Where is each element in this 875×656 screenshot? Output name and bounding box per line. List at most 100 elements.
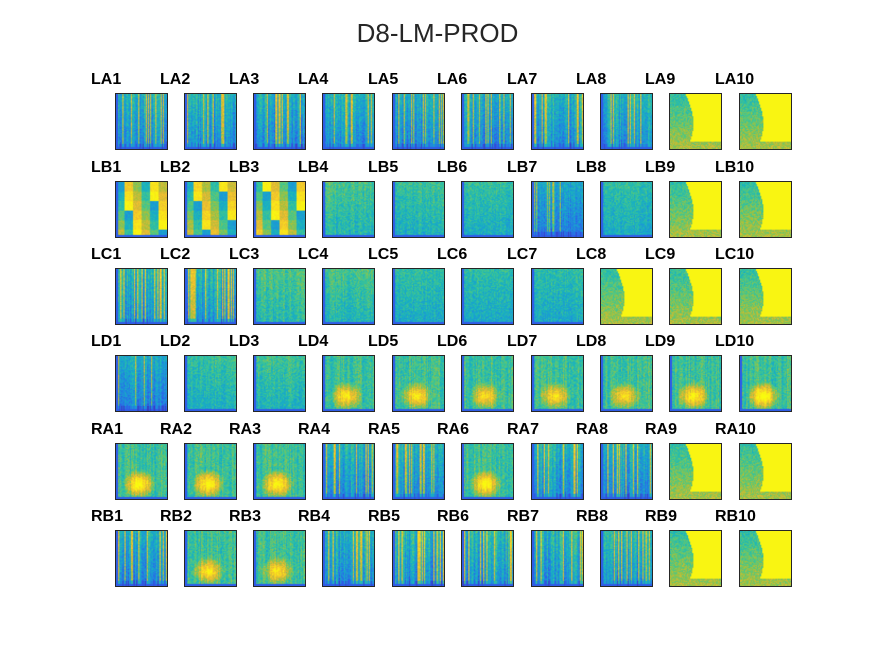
heatmap-panel bbox=[322, 530, 375, 587]
panel-label: RA2 bbox=[160, 421, 192, 439]
heatmap-image bbox=[116, 356, 167, 411]
panel-label: LD10 bbox=[715, 333, 754, 351]
heatmap-image bbox=[323, 531, 374, 586]
heatmap-panel bbox=[669, 530, 722, 587]
panel-label: LC9 bbox=[645, 246, 675, 264]
heatmap-panel bbox=[392, 93, 445, 150]
heatmap-panel bbox=[669, 355, 722, 412]
panel-label: LD6 bbox=[437, 333, 467, 351]
panel-label: LA1 bbox=[91, 71, 121, 89]
heatmap-panel bbox=[184, 443, 237, 500]
heatmap-panel bbox=[739, 181, 792, 238]
heatmap-panel bbox=[115, 181, 168, 238]
panel-label: RB9 bbox=[645, 508, 677, 526]
heatmap-panel bbox=[461, 93, 514, 150]
heatmap-panel bbox=[115, 530, 168, 587]
panel-label: LB1 bbox=[91, 159, 121, 177]
heatmap-panel bbox=[322, 355, 375, 412]
panel-label: LB7 bbox=[507, 159, 537, 177]
heatmap-image bbox=[740, 531, 791, 586]
panel-label: RB8 bbox=[576, 508, 608, 526]
heatmap-image bbox=[393, 444, 444, 499]
heatmap-panel bbox=[322, 181, 375, 238]
heatmap-panel bbox=[392, 530, 445, 587]
heatmap-image bbox=[601, 444, 652, 499]
heatmap-panel bbox=[184, 268, 237, 325]
heatmap-image bbox=[670, 444, 721, 499]
heatmap-image bbox=[670, 356, 721, 411]
heatmap-panel bbox=[739, 268, 792, 325]
heatmap-image bbox=[393, 531, 444, 586]
heatmap-panel bbox=[531, 530, 584, 587]
heatmap-panel bbox=[115, 443, 168, 500]
heatmap-image bbox=[462, 444, 513, 499]
heatmap-image bbox=[532, 531, 583, 586]
heatmap-image bbox=[393, 356, 444, 411]
panel-label: LC6 bbox=[437, 246, 467, 264]
heatmap-image bbox=[185, 356, 236, 411]
heatmap-panel bbox=[184, 181, 237, 238]
panel-label: LB4 bbox=[298, 159, 328, 177]
panel-label: LC3 bbox=[229, 246, 259, 264]
figure-title: D8-LM-PROD bbox=[0, 18, 875, 49]
panel-label: RA8 bbox=[576, 421, 608, 439]
panel-label: LA3 bbox=[229, 71, 259, 89]
heatmap-image bbox=[185, 94, 236, 149]
heatmap-panel bbox=[253, 530, 306, 587]
heatmap-panel bbox=[461, 268, 514, 325]
panel-label: LC1 bbox=[91, 246, 121, 264]
panel-label: LA2 bbox=[160, 71, 190, 89]
heatmap-image bbox=[393, 269, 444, 324]
panel-label: RA1 bbox=[91, 421, 123, 439]
heatmap-panel bbox=[600, 93, 653, 150]
panel-label: LC10 bbox=[715, 246, 754, 264]
heatmap-panel bbox=[392, 443, 445, 500]
panel-label: LA8 bbox=[576, 71, 606, 89]
heatmap-panel bbox=[739, 443, 792, 500]
heatmap-image bbox=[254, 182, 305, 237]
heatmap-panel bbox=[531, 355, 584, 412]
panel-label: LB5 bbox=[368, 159, 398, 177]
heatmap-image bbox=[254, 444, 305, 499]
heatmap-image bbox=[740, 94, 791, 149]
heatmap-panel bbox=[531, 443, 584, 500]
heatmap-image bbox=[532, 269, 583, 324]
panel-label: LD5 bbox=[368, 333, 398, 351]
heatmap-panel bbox=[322, 443, 375, 500]
panel-label: RB3 bbox=[229, 508, 261, 526]
heatmap-panel bbox=[253, 93, 306, 150]
panel-label: RB10 bbox=[715, 508, 756, 526]
panel-label: LC4 bbox=[298, 246, 328, 264]
panel-label: LB6 bbox=[437, 159, 467, 177]
panel-label: LB2 bbox=[160, 159, 190, 177]
heatmap-image bbox=[393, 94, 444, 149]
panel-label: LB8 bbox=[576, 159, 606, 177]
heatmap-panel bbox=[392, 355, 445, 412]
panel-label: LC7 bbox=[507, 246, 537, 264]
heatmap-image bbox=[670, 182, 721, 237]
heatmap-panel bbox=[600, 268, 653, 325]
panel-label: LC5 bbox=[368, 246, 398, 264]
panel-label: RA5 bbox=[368, 421, 400, 439]
panel-label: LD8 bbox=[576, 333, 606, 351]
heatmap-image bbox=[670, 531, 721, 586]
heatmap-image bbox=[254, 269, 305, 324]
heatmap-panel bbox=[669, 181, 722, 238]
panel-label: LD9 bbox=[645, 333, 675, 351]
heatmap-image bbox=[185, 182, 236, 237]
panel-label: LB3 bbox=[229, 159, 259, 177]
heatmap-image bbox=[254, 531, 305, 586]
heatmap-image bbox=[740, 182, 791, 237]
panel-label: RA3 bbox=[229, 421, 261, 439]
heatmap-panel bbox=[600, 530, 653, 587]
heatmap-panel bbox=[600, 181, 653, 238]
panel-label: RA4 bbox=[298, 421, 330, 439]
heatmap-image bbox=[740, 356, 791, 411]
heatmap-image bbox=[462, 356, 513, 411]
heatmap-panel bbox=[669, 443, 722, 500]
panel-label: RB1 bbox=[91, 508, 123, 526]
heatmap-panel bbox=[739, 530, 792, 587]
panel-label: RB4 bbox=[298, 508, 330, 526]
heatmap-image bbox=[740, 269, 791, 324]
heatmap-image bbox=[601, 356, 652, 411]
